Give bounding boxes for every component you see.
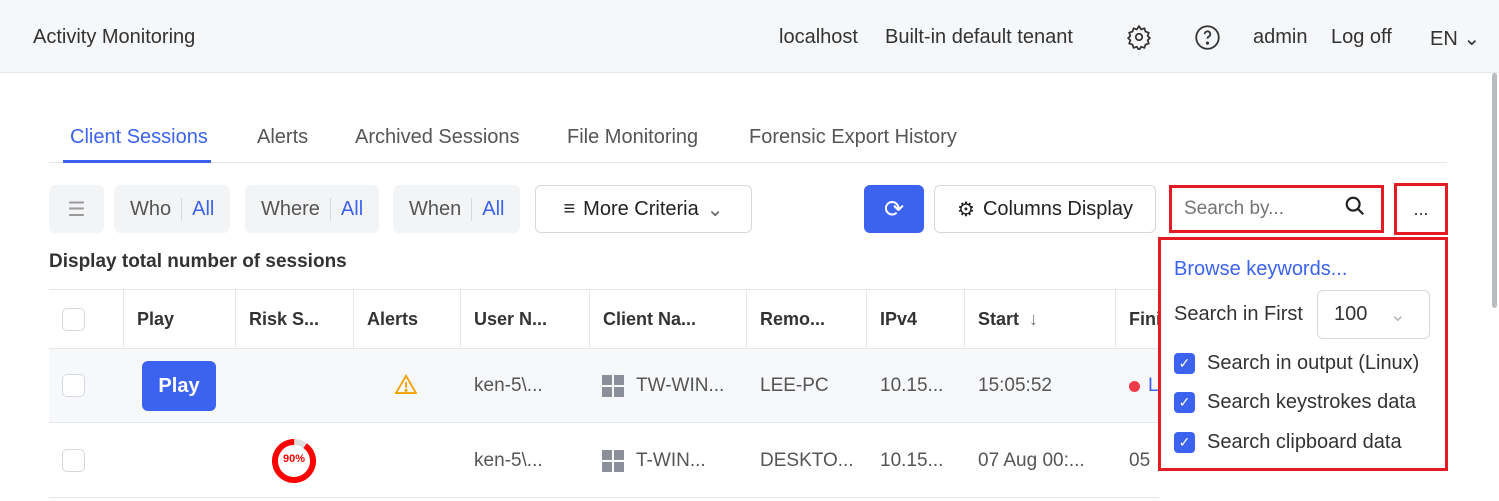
tab-client-sessions[interactable]: Client Sessions — [70, 126, 208, 148]
search-options-dropdown — [1158, 237, 1448, 471]
remote-name: LEE-PC — [760, 375, 829, 396]
search-first-label: Search in First — [1174, 303, 1303, 325]
ipv4: 10.15... — [880, 375, 944, 396]
who-value: All — [181, 197, 214, 221]
tab-archived-sessions[interactable]: Archived Sessions — [355, 126, 520, 148]
column-remote[interactable]: Remo... — [746, 290, 825, 348]
app-title: Activity Monitoring — [33, 26, 196, 48]
chevron-down-icon: ⌄ — [706, 198, 724, 221]
language-select[interactable]: EN ⌄ — [1430, 26, 1480, 51]
search-icon[interactable] — [1344, 195, 1366, 223]
when-label: When — [409, 197, 462, 220]
column-risk-score[interactable]: Risk S... — [235, 290, 319, 348]
more-criteria-button[interactable]: ≡ More Criteria ⌄ — [535, 185, 752, 233]
column-finish[interactable]: Fini — [1115, 290, 1161, 348]
sort-down-icon: ↓ — [1029, 308, 1039, 329]
checkbox-checked-icon[interactable]: ✓ — [1174, 353, 1195, 374]
tab-divider — [49, 162, 1447, 163]
list-icon: ☰ — [67, 198, 86, 221]
warning-icon[interactable] — [394, 374, 418, 400]
option-search-keystrokes[interactable]: ✓ Search keystrokes data — [1174, 391, 1416, 414]
columns-display-button[interactable]: ⚙ Columns Display — [934, 185, 1156, 233]
search-input[interactable] — [1184, 198, 1344, 220]
risk-score-gauge: 90% — [271, 438, 317, 484]
column-start[interactable]: Start ↓ — [964, 290, 1115, 348]
browse-keywords-link[interactable]: Browse keywords... — [1174, 258, 1348, 280]
search-box[interactable] — [1169, 185, 1384, 233]
help-icon[interactable] — [1194, 24, 1221, 57]
row-checkbox[interactable] — [62, 449, 85, 472]
option-search-clipboard[interactable]: ✓ Search clipboard data — [1174, 431, 1402, 454]
columns-display-label: Columns Display — [982, 197, 1133, 220]
client-name: TW-WIN... — [602, 375, 724, 397]
windows-icon — [602, 450, 624, 472]
gear-icon[interactable] — [1126, 24, 1152, 56]
top-bar: Activity Monitoring localhost Built-in d… — [0, 0, 1499, 73]
more-options-button[interactable]: ... — [1394, 183, 1448, 235]
option-label: Search keystrokes data — [1207, 391, 1416, 413]
gear-icon: ⚙ — [957, 198, 975, 221]
refresh-icon: ⟳ — [883, 195, 905, 223]
column-alerts[interactable]: Alerts — [353, 290, 418, 348]
divider — [49, 289, 1159, 290]
select-all-checkbox[interactable] — [62, 308, 85, 331]
tab-alerts[interactable]: Alerts — [257, 126, 309, 148]
start-label: Start — [978, 308, 1020, 329]
more-criteria-label: More Criteria — [583, 197, 699, 220]
option-label: Search in output (Linux) — [1207, 352, 1420, 374]
start-time: 15:05:52 — [978, 375, 1052, 396]
checkbox-checked-icon[interactable]: ✓ — [1174, 392, 1195, 413]
active-tab-indicator — [63, 160, 211, 163]
finish-text: L — [1148, 375, 1159, 396]
host-label[interactable]: localhost — [779, 26, 858, 48]
column-ipv4[interactable]: IPv4 — [866, 290, 917, 348]
search-first-select[interactable]: 100 ⌄ — [1317, 290, 1430, 339]
finish-time: 05 — [1129, 450, 1151, 471]
start-time: 07 Aug 00:... — [978, 450, 1085, 471]
client-name: T-WIN... — [602, 450, 706, 472]
scrollbar[interactable] — [1492, 73, 1497, 308]
option-label: Search clipboard data — [1207, 431, 1402, 453]
user-name: ken-5\... — [474, 375, 543, 396]
ipv4: 10.15... — [880, 450, 944, 471]
who-label: Who — [130, 197, 172, 220]
table-row[interactable] — [49, 348, 1159, 423]
client-name-text: TW-WIN... — [636, 375, 725, 396]
where-filter[interactable]: Where All — [245, 185, 380, 233]
when-filter[interactable]: When All — [393, 185, 521, 233]
finish-status[interactable]: L — [1129, 375, 1159, 397]
filter-icon: ≡ — [563, 197, 576, 220]
where-label: Where — [261, 197, 320, 220]
client-name-text: T-WIN... — [636, 450, 706, 471]
tab-forensic-export-history[interactable]: Forensic Export History — [749, 126, 957, 148]
search-first-value: 100 — [1334, 303, 1368, 325]
windows-icon — [602, 375, 624, 397]
row-checkbox[interactable] — [62, 374, 85, 397]
user-name: ken-5\... — [474, 450, 543, 471]
user-menu[interactable]: admin — [1253, 26, 1308, 48]
divider — [49, 497, 1159, 498]
risk-score-value: 90% — [282, 453, 306, 465]
logoff-link[interactable]: Log off — [1331, 26, 1392, 48]
checkbox-checked-icon[interactable]: ✓ — [1174, 432, 1195, 453]
list-view-button[interactable]: ☰ — [49, 185, 104, 233]
remote-name: DESKTO... — [760, 450, 854, 471]
when-value: All — [471, 197, 504, 221]
column-user-name[interactable]: User N... — [460, 290, 547, 348]
who-filter[interactable]: Who All — [114, 185, 231, 233]
session-count-label: Display total number of sessions — [49, 251, 347, 272]
play-button[interactable]: Play — [142, 361, 216, 411]
refresh-button[interactable]: ⟳ — [864, 185, 924, 233]
chevron-down-icon: ⌄ — [1463, 28, 1481, 50]
option-search-output[interactable]: ✓ Search in output (Linux) — [1174, 352, 1419, 375]
language-value: EN — [1430, 28, 1458, 50]
live-dot-icon — [1129, 380, 1140, 392]
where-value: All — [329, 197, 363, 221]
chevron-down-icon: ⌄ — [1389, 304, 1407, 326]
tenant-label[interactable]: Built-in default tenant — [885, 26, 1073, 48]
column-play[interactable]: Play — [123, 290, 174, 348]
tab-file-monitoring[interactable]: File Monitoring — [567, 126, 699, 148]
column-client-name[interactable]: Client Na... — [589, 290, 696, 348]
